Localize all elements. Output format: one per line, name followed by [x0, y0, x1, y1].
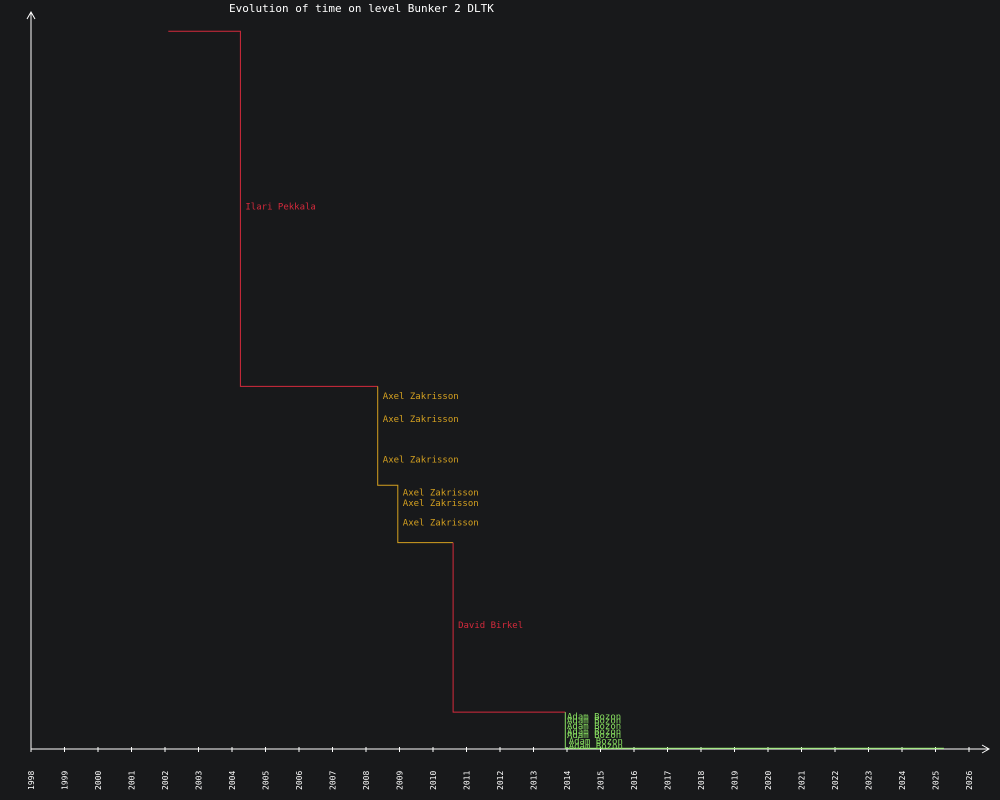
x-tick-label: 2018 [697, 771, 706, 790]
x-axis-ticks: 1998 1999 2000 2001 2002 2003 2004 2005 2006 2007… [27, 747, 974, 790]
x-tick-label: 2016 [630, 771, 639, 790]
series-line [168, 30, 378, 387]
record-holder-label: Adam Bozon [567, 722, 621, 732]
record-holder-label: Adam Bozon [567, 731, 621, 741]
record-holder-label: Adam Bozon [567, 727, 621, 737]
record-holder-label: David Birkel [458, 621, 523, 631]
x-tick-label: 1998 [27, 771, 36, 790]
x-tick-label: 2000 [94, 771, 103, 790]
x-tick-label: 2011 [463, 771, 472, 790]
x-tick-label: 2010 [429, 771, 438, 790]
x-tick-label: 2025 [932, 771, 941, 790]
x-tick-label: 1999 [61, 771, 70, 790]
x-tick-label: 2024 [898, 771, 907, 790]
series-line [564, 712, 944, 749]
x-tick-label: 2001 [128, 771, 137, 790]
x-tick-label: 2015 [597, 771, 606, 790]
x-tick-label: 2002 [161, 771, 170, 790]
record-holder-label: Axel Zakrisson [403, 499, 479, 509]
x-tick-label: 2009 [396, 771, 405, 790]
x-tick-label: 2020 [764, 771, 773, 790]
record-holder-label: Ilari Pekkala [245, 203, 315, 213]
record-holder-label: Adam Bozon [567, 716, 621, 726]
x-tick-label: 2023 [865, 771, 874, 790]
x-tick-label: 2012 [496, 771, 505, 790]
series-layer [168, 30, 944, 749]
x-tick-label: 2026 [965, 771, 974, 790]
x-tick-label: 2019 [731, 771, 740, 790]
record-holder-label: Axel Zakrisson [403, 489, 479, 499]
x-tick-label: 2005 [262, 771, 271, 790]
y-axis-arrow [26, 10, 36, 20]
record-holder-label: Adam Bozon [567, 713, 621, 723]
x-tick-label: 2013 [530, 771, 539, 790]
series-line [377, 386, 454, 544]
x-tick-label: 2004 [228, 771, 237, 790]
record-holder-label: Axel Zakrisson [383, 415, 459, 425]
x-tick-label: 2008 [362, 771, 371, 790]
x-tick-label: 2003 [195, 771, 204, 790]
x-tick-label: 2021 [798, 771, 807, 790]
x-tick-label: 2017 [664, 771, 673, 790]
record-holder-label: Adam Bozon [569, 737, 623, 747]
x-tick-label: 2007 [329, 771, 338, 790]
x-tick-label: 2022 [831, 771, 840, 790]
record-holder-label: Axel Zakrisson [383, 455, 459, 465]
chart-axes [26, 10, 991, 754]
record-holder-label: Adam Bozon [569, 742, 623, 752]
chart-title: Evolution of time on level Bunker 2 DLTK [229, 2, 494, 15]
x-tick-label: 2014 [563, 771, 572, 790]
record-holder-label: Axel Zakrisson [403, 519, 479, 529]
series-line [452, 542, 566, 713]
record-holder-label: Axel Zakrisson [383, 392, 459, 402]
x-axis-arrow [981, 744, 991, 754]
x-tick-label: 2006 [295, 771, 304, 790]
